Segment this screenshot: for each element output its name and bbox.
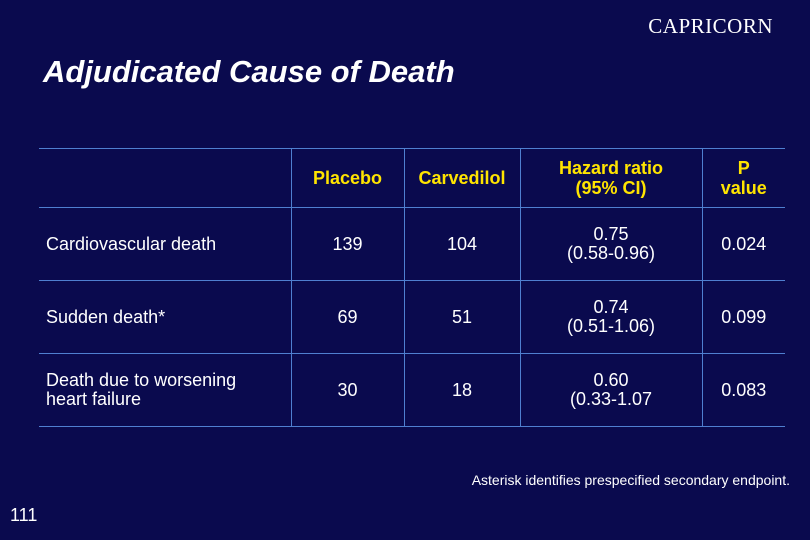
header-hazard-ratio-line2: (95% CI) <box>575 178 647 198</box>
header-p-value-line2: value <box>720 178 767 198</box>
header-hazard-ratio-line1: Hazard ratio <box>558 158 664 178</box>
table-row: Death due to worsening heart failure 30 … <box>39 353 785 427</box>
table-header-row: Placebo Carvedilol Hazard ratio (95% CI)… <box>39 148 785 208</box>
table-row: Cardiovascular death 139 104 0.75 (0.58-… <box>39 207 785 281</box>
hazard-ratio-value: 0.75 <box>593 224 629 244</box>
carvedilol-value: 51 <box>403 280 521 354</box>
hazard-ratio-cell: 0.75 (0.58-0.96) <box>519 207 703 281</box>
carvedilol-value: 104 <box>403 207 521 281</box>
hazard-ratio-value: 0.60 <box>593 370 629 390</box>
row-label-line1: Sudden death* <box>46 306 166 327</box>
row-label-line1: Cardiovascular death <box>46 233 217 254</box>
placebo-value: 69 <box>290 280 405 354</box>
p-value: 0.099 <box>701 280 785 354</box>
hazard-ratio-value: 0.74 <box>593 297 629 317</box>
hazard-ratio-cell: 0.74 (0.51-1.06) <box>519 280 703 354</box>
header-carvedilol: Carvedilol <box>403 148 521 208</box>
brand-label: CAPRICORN <box>648 14 773 38</box>
confidence-interval: (0.58-0.96) <box>566 243 656 263</box>
p-value: 0.083 <box>701 353 785 427</box>
confidence-interval: (0.33-1.07 <box>569 389 653 409</box>
row-label: Death due to worsening heart failure <box>39 353 292 427</box>
header-placebo: Placebo <box>290 148 405 208</box>
row-label: Cardiovascular death <box>39 207 292 281</box>
header-p-value: P value <box>701 148 785 208</box>
row-label: Sudden death* <box>39 280 292 354</box>
slide-title: Adjudicated Cause of Death <box>43 54 455 89</box>
header-p-value-line1: P <box>737 158 750 178</box>
header-empty-cell <box>39 148 292 208</box>
confidence-interval: (0.51-1.06) <box>566 316 656 336</box>
hazard-ratio-cell: 0.60 (0.33-1.07 <box>519 353 703 427</box>
carvedilol-value: 18 <box>403 353 521 427</box>
header-hazard-ratio: Hazard ratio (95% CI) <box>519 148 703 208</box>
placebo-value: 139 <box>290 207 405 281</box>
row-label-line2: heart failure <box>46 389 142 409</box>
row-label-line1: Death due to worsening <box>46 370 237 390</box>
results-table: Placebo Carvedilol Hazard ratio (95% CI)… <box>39 148 785 427</box>
footnote: Asterisk identifies prespecified seconda… <box>471 472 790 488</box>
table-row: Sudden death* 69 51 0.74 (0.51-1.06) 0.0… <box>39 280 785 354</box>
p-value: 0.024 <box>701 207 785 281</box>
page-number: 111 <box>10 505 38 525</box>
placebo-value: 30 <box>290 353 405 427</box>
